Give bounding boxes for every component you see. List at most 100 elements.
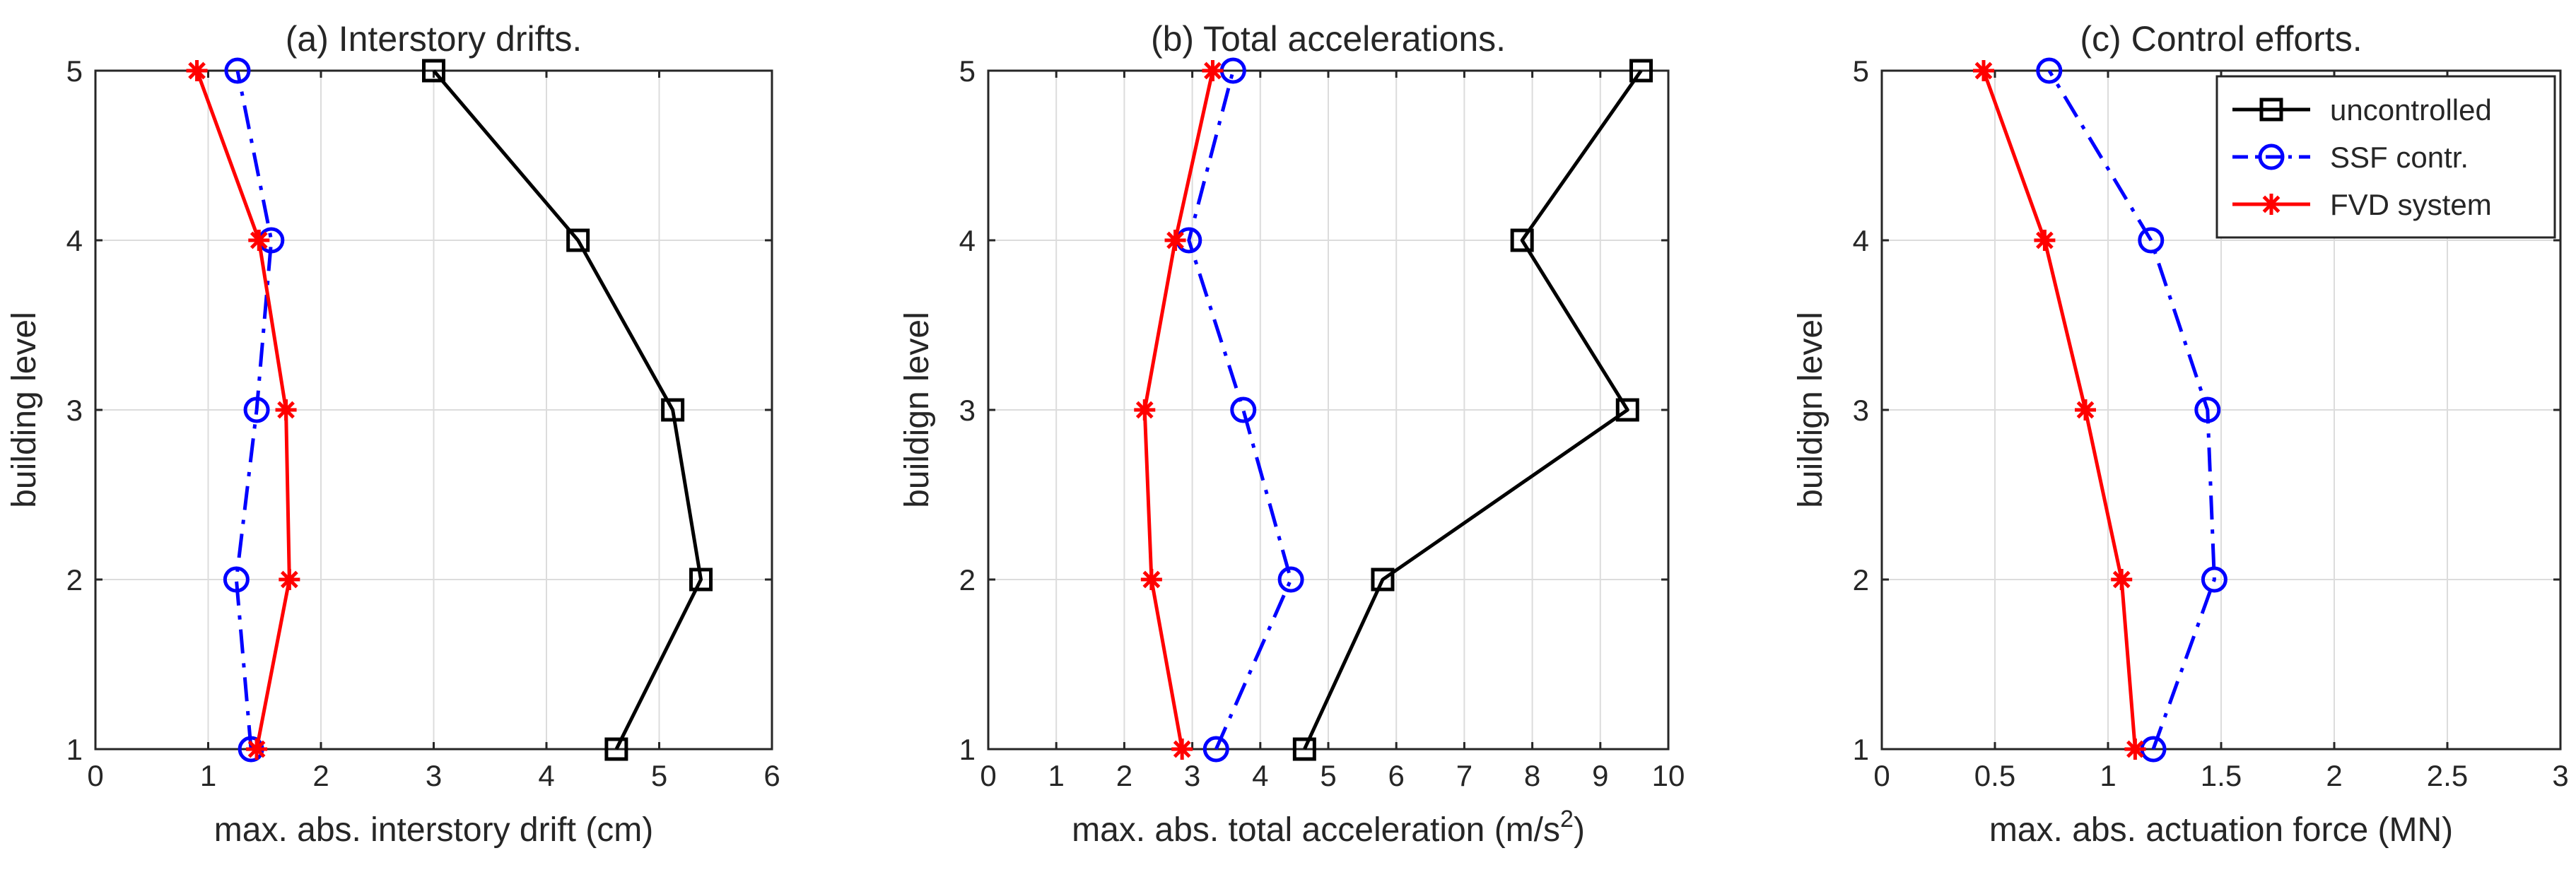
data-point-ssf-contr <box>1202 736 1229 763</box>
y-tick-label: 5 <box>1853 54 1869 88</box>
x-tick-label: 0 <box>87 759 103 792</box>
legend-label: SSF contr. <box>2330 141 2469 174</box>
series-line-uncontrolled <box>1303 69 1643 751</box>
y-tick-label: 3 <box>66 394 83 427</box>
legend-marker <box>2259 98 2283 122</box>
x-tick-label: 0 <box>980 759 996 792</box>
x-tick-label: 1.5 <box>2201 759 2242 792</box>
data-point-ssf-contr <box>223 566 250 593</box>
y-tick-label: 4 <box>959 224 976 257</box>
x-tick-label: 0 <box>1873 759 1890 792</box>
x-tick-label: 1 <box>1048 759 1065 792</box>
legend: uncontrolled SSF contr. FVD system <box>2215 75 2556 239</box>
x-tick-label: 10 <box>1652 759 1685 792</box>
data-point-uncontrolled <box>1629 59 1653 83</box>
y-axis-label: building level <box>6 312 43 508</box>
data-point-fvd-system <box>2075 399 2096 421</box>
data-point-ssf-contr <box>2201 566 2227 593</box>
x-tick-label: 6 <box>763 759 780 792</box>
y-tick-label: 2 <box>1853 563 1869 596</box>
data-point-fvd-system <box>1164 230 1186 251</box>
data-point-ssf-contr <box>224 57 251 84</box>
x-axis-label: max. abs. total acceleration (m/s2) <box>1072 806 1585 849</box>
data-point-ssf-contr <box>2138 227 2165 254</box>
data-point-uncontrolled <box>1615 398 1639 422</box>
data-point-uncontrolled <box>566 228 590 252</box>
subplot-3: 0 0.5 1 1.5 2 2.5 3 1 2 3 4 5 (c) Control efforts. ma… <box>1792 19 2569 849</box>
y-tick-label: 1 <box>1853 733 1869 766</box>
data-point-fvd-system <box>1134 399 1156 421</box>
data-point-fvd-system <box>1202 60 1224 81</box>
y-axis-label: buildign level <box>898 312 936 508</box>
data-point-fvd-system <box>246 739 268 760</box>
x-axis-label: max. abs. interstory drift (cm) <box>214 811 653 849</box>
y-tick-label: 3 <box>1853 394 1869 427</box>
data-point-fvd-system <box>186 60 208 81</box>
data-point-ssf-contr <box>243 396 270 423</box>
data-point-uncontrolled <box>1510 228 1534 252</box>
data-point-uncontrolled <box>604 737 628 761</box>
data-point-ssf-contr <box>1277 566 1304 593</box>
y-tick-label: 2 <box>66 563 83 596</box>
data-point-fvd-system <box>275 399 297 421</box>
y-tick-label: 4 <box>66 224 83 257</box>
data-point-fvd-system <box>248 230 270 251</box>
data-point-fvd-system <box>1973 60 1994 81</box>
y-tick-label: 4 <box>1853 224 1869 257</box>
data-point-fvd-system <box>2034 230 2056 251</box>
series-line-ssf-contr <box>1187 70 1293 751</box>
x-tick-label: 2 <box>2326 759 2342 792</box>
data-point-uncontrolled <box>422 59 445 83</box>
x-tick-label: 3 <box>426 759 442 792</box>
legend-label: uncontrolled <box>2330 93 2492 127</box>
x-tick-label: 1 <box>200 759 216 792</box>
y-tick-label: 5 <box>66 54 83 88</box>
x-tick-label: 4 <box>538 759 554 792</box>
y-tick-label: 3 <box>959 394 976 427</box>
x-tick-label: 3 <box>1184 759 1200 792</box>
y-axis-label: buildign level <box>1792 312 1829 508</box>
x-tick-label: 3 <box>2552 759 2568 792</box>
data-point-fvd-system <box>2111 569 2133 590</box>
data-point-uncontrolled <box>689 568 713 592</box>
x-tick-label: 4 <box>1252 759 1268 792</box>
x-tick-label: 8 <box>1524 759 1540 792</box>
x-tick-label: 0.5 <box>1974 759 2015 792</box>
data-point-ssf-contr <box>2194 396 2221 423</box>
x-tick-label: 2 <box>1116 759 1132 792</box>
x-tick-label: 6 <box>1388 759 1405 792</box>
series-line-ssf-contr <box>2047 69 2216 750</box>
legend-marker <box>2261 194 2282 215</box>
x-tick-label: 5 <box>1320 759 1336 792</box>
chart-title: (b) Total accelerations. <box>1151 19 1506 59</box>
series-line-uncontrolled <box>432 69 703 751</box>
data-point-fvd-system <box>2124 739 2146 760</box>
x-tick-label: 9 <box>1592 759 1608 792</box>
x-tick-label: 1 <box>2100 759 2116 792</box>
x-tick-label: 2 <box>312 759 329 792</box>
y-tick-label: 1 <box>959 733 976 766</box>
chart-title: (a) Interstory drifts. <box>286 19 582 59</box>
data-point-fvd-system <box>279 569 300 590</box>
y-tick-label: 1 <box>66 733 83 766</box>
data-point-fvd-system <box>1140 569 1162 590</box>
chart-title: (c) Control efforts. <box>2080 19 2362 59</box>
data-point-uncontrolled <box>1371 568 1395 592</box>
x-tick-label: 5 <box>651 759 667 792</box>
x-tick-label: 7 <box>1456 759 1473 792</box>
y-tick-label: 5 <box>959 54 976 88</box>
data-point-fvd-system <box>1171 739 1193 760</box>
data-point-ssf-contr <box>1230 396 1257 423</box>
legend-label: FVD system <box>2330 188 2492 221</box>
x-tick-label: 2.5 <box>2427 759 2468 792</box>
y-tick-label: 2 <box>959 563 976 596</box>
data-point-ssf-contr <box>2036 57 2063 84</box>
data-point-uncontrolled <box>661 398 685 422</box>
series-line-ssf-contr <box>234 70 274 750</box>
data-point-uncontrolled <box>1292 737 1316 761</box>
legend-marker <box>2258 143 2285 170</box>
x-axis-label: max. abs. actuation force (MN) <box>1989 811 2453 849</box>
